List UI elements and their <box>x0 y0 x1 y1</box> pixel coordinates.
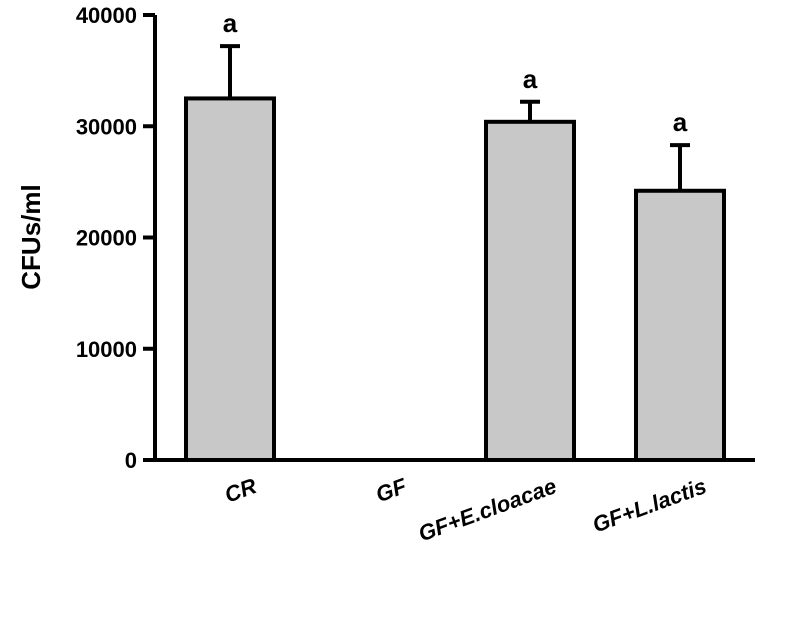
x-tick-label-3: GF+L.lactis <box>589 473 710 537</box>
y-axis-label: CFUs/ml <box>16 184 46 289</box>
x-tick-labels-group: CR GF GF+E.cloacae GF+L.lactis <box>221 473 709 546</box>
y-tick-label-0: 0 <box>125 448 137 473</box>
significance-label-0: a <box>223 8 238 38</box>
y-tick-label-4: 40000 <box>76 3 137 28</box>
bar-2 <box>484 119 576 463</box>
x-tick-label-0: CR <box>221 473 260 507</box>
bar-3 <box>634 188 726 462</box>
significance-labels-group: a a a <box>223 8 688 137</box>
error-bars-group <box>220 44 690 191</box>
significance-label-2: a <box>523 64 538 94</box>
y-tick-label-3: 30000 <box>76 114 137 139</box>
bar-0 <box>184 96 276 462</box>
y-tick-label-1: 10000 <box>76 337 137 362</box>
x-tick-label-2: GF+E.cloacae <box>415 473 560 546</box>
significance-label-3: a <box>673 107 688 137</box>
y-ticks-group: 0 10000 20000 30000 40000 <box>76 3 155 473</box>
x-tick-label-1: GF <box>372 473 410 507</box>
bars-group <box>184 96 726 463</box>
y-tick-label-2: 20000 <box>76 226 137 251</box>
